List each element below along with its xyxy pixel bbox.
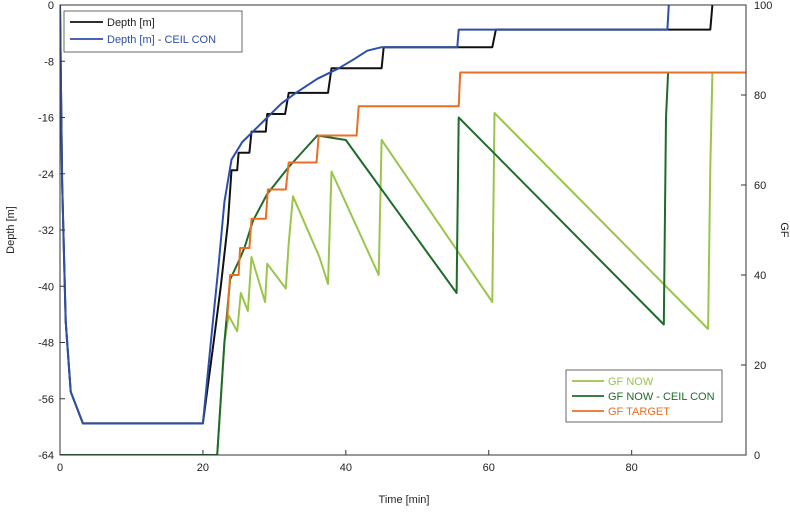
x-tick-label-0: 0 [57,462,63,474]
y-right-tick-label-3: 60 [754,180,766,192]
y-left-tick-label-6: -48 [38,338,54,350]
y-left-tick-label-3: -24 [38,169,54,181]
series-line-0 [60,5,714,425]
x-axis-label: Time [min] [379,494,430,506]
y-left-tick-label-2: -16 [38,113,54,125]
series-line-2 [60,71,714,455]
legend-gf-entry-2: GF TARGET [608,406,670,418]
series-line-1 [60,5,670,425]
y-left-tick-label-5: -40 [38,281,54,293]
x-tick-label-1: 20 [197,462,209,474]
series-group [60,5,746,455]
legend-gf: GF NOW GF NOW - CEIL CON GF TARGET [565,369,723,423]
y-right-tick-label-2: 40 [754,270,766,282]
y-axis-left-label: Depth [m] [5,206,17,254]
series-line-4 [226,71,746,321]
y-right-tick-label-0: 0 [754,450,760,462]
y-left-tick-label-7: -56 [38,394,54,406]
y-axis-right-label: GF [778,222,790,238]
x-tick-label-3: 60 [483,462,495,474]
y-left-tick-label-0: 0 [48,0,54,12]
y-left-tick-label-1: -8 [44,56,54,68]
x-tick-label-2: 40 [340,462,352,474]
x-tick-label-4: 80 [626,462,638,474]
legend-gf-entry-1: GF NOW - CEIL CON [608,391,715,403]
legend-depth-box [63,10,243,53]
legend-depth-entry-1: Depth [m] - CEIL CON [107,34,216,46]
y-right-tick-label-5: 100 [754,0,772,12]
legend-depth: Depth [m] Depth [m] - CEIL CON [63,10,243,53]
legend-gf-entry-0: GF NOW [608,376,654,388]
legend-depth-entry-0: Depth [m] [107,17,155,29]
y-left-tick-label-8: -64 [38,450,54,462]
y-right-tick-label-1: 20 [754,360,766,372]
y-left-tick-label-4: -32 [38,225,54,237]
y-right-tick-label-4: 80 [754,90,766,102]
